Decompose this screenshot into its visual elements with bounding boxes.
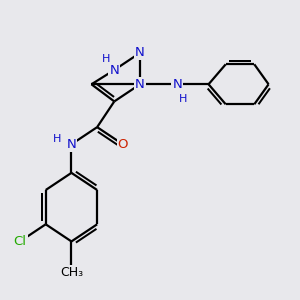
Text: N: N [67,138,76,151]
Text: N: N [135,78,145,91]
Text: O: O [118,138,128,151]
Text: CH₃: CH₃ [60,266,83,279]
Text: N: N [110,64,119,76]
Text: Cl: Cl [14,235,26,248]
Text: N: N [135,46,145,59]
Text: H: H [179,94,187,103]
Text: N: N [172,78,182,91]
Text: H: H [53,134,61,144]
Text: H: H [101,54,110,64]
